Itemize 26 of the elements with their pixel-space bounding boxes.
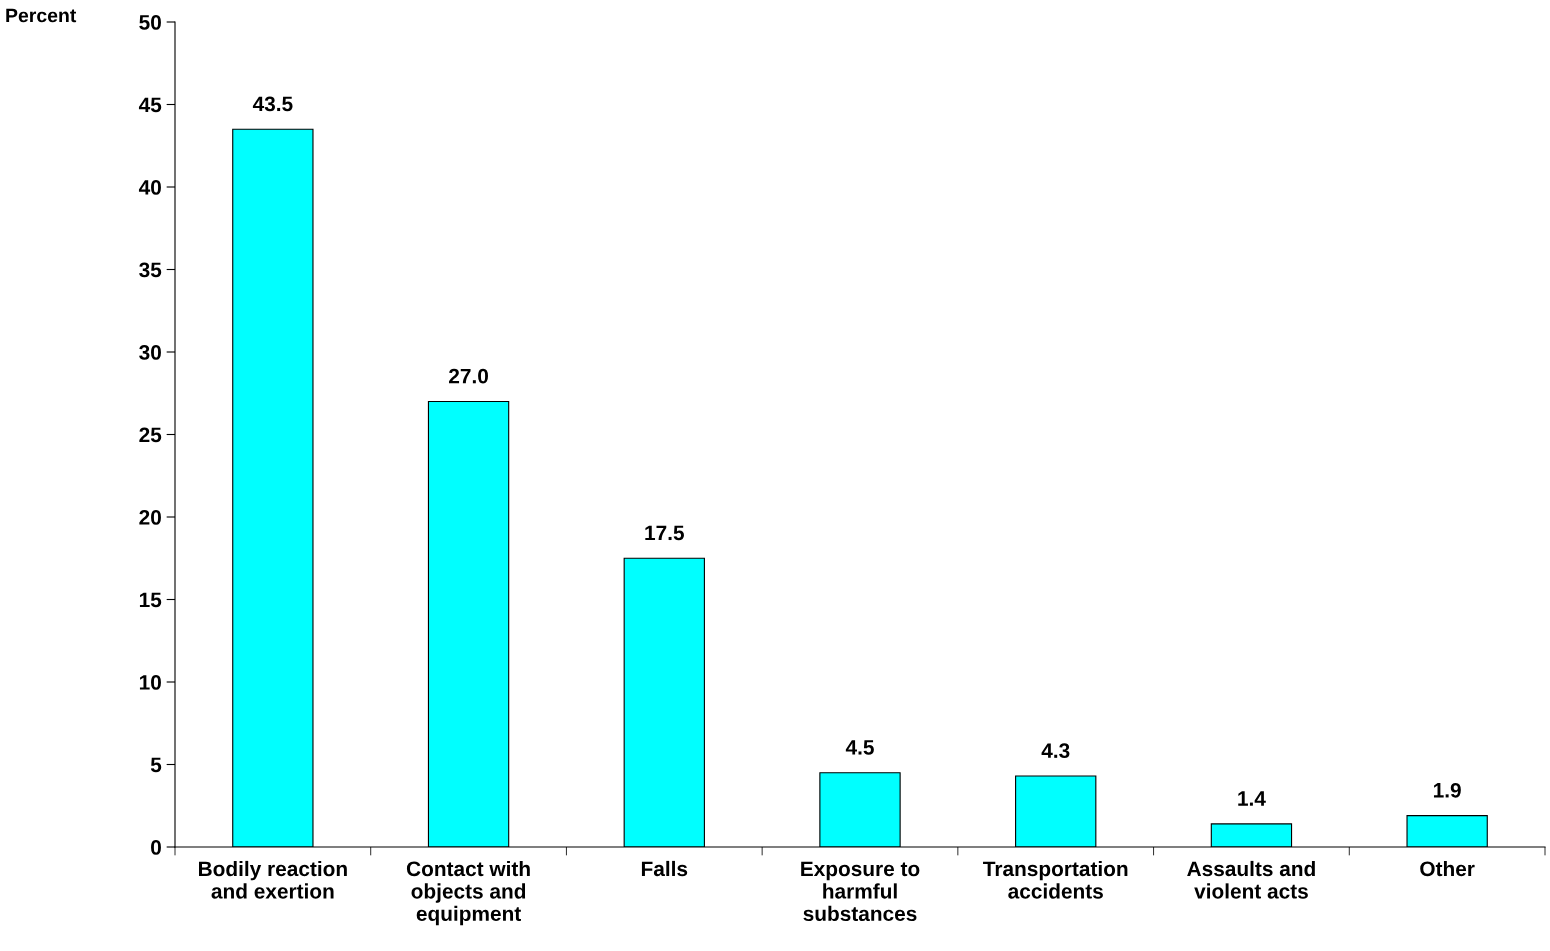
y-axis-title: Percent [6,8,77,23]
data-label: 1.4 [1238,791,1266,806]
x-tick-label: Contact with objects and equipment [406,860,530,926]
y-tick-label: 35 [139,262,162,278]
x-tick-label: Falls [641,860,688,877]
x-tick-label: Other [1420,860,1475,877]
y-tick-label: 30 [139,345,161,360]
data-label: 17.5 [645,525,684,541]
y-tick-label: 0 [151,840,161,855]
y-tick-label: 15 [139,592,162,608]
y-tick-label: 20 [139,510,161,525]
x-tick-label: Exposure to harmful substances [801,861,920,922]
data-label: 43.5 [252,96,293,112]
y-tick-label: 40 [138,180,161,195]
x-tick-label: Transportation accidents [983,860,1128,899]
data-label: 4.5 [845,740,874,755]
y-tick-label: 5 [150,757,162,773]
y-tick-label: 50 [139,15,161,30]
x-tick-label: Assaults and violent acts [1187,860,1315,899]
data-label: 1.9 [1433,782,1461,798]
y-tick-label: 45 [138,97,162,113]
y-tick-label: 10 [139,675,161,690]
x-tick-label: Bodily reaction and exertion [199,860,347,899]
data-label: 4.3 [1041,743,1070,759]
y-tick-label: 25 [139,427,162,443]
data-label: 27.0 [449,368,488,384]
